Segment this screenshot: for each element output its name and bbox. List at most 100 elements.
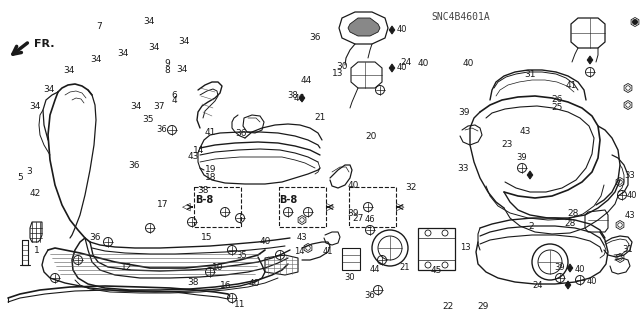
Text: 36: 36 — [157, 125, 168, 135]
Text: 24: 24 — [401, 58, 412, 67]
Text: 38: 38 — [287, 92, 298, 100]
Text: ▷: ▷ — [396, 202, 404, 212]
Text: 40: 40 — [260, 237, 271, 246]
Text: 34: 34 — [130, 102, 141, 111]
Text: 6: 6 — [172, 91, 177, 100]
Text: ▷: ▷ — [326, 202, 334, 212]
Text: 43: 43 — [297, 234, 307, 242]
Text: 40: 40 — [575, 265, 585, 275]
Text: 40: 40 — [587, 278, 597, 286]
Text: 34: 34 — [179, 37, 190, 46]
Text: 19: 19 — [205, 165, 217, 174]
Text: 36: 36 — [236, 129, 247, 138]
Text: 1: 1 — [35, 246, 40, 255]
Text: 25: 25 — [551, 103, 563, 112]
Text: 15: 15 — [201, 233, 212, 242]
Text: 35: 35 — [237, 250, 247, 259]
Text: 18: 18 — [205, 173, 217, 182]
Text: 40: 40 — [397, 63, 407, 72]
Text: 28: 28 — [567, 209, 579, 218]
Text: 33: 33 — [625, 170, 636, 180]
Text: 34: 34 — [148, 43, 159, 52]
Text: 14: 14 — [193, 146, 204, 155]
Text: 16: 16 — [220, 281, 231, 290]
Text: 40: 40 — [249, 279, 260, 288]
Text: 23: 23 — [501, 140, 513, 149]
Text: 42: 42 — [29, 189, 41, 198]
Text: 43: 43 — [188, 152, 199, 161]
Text: 35: 35 — [143, 115, 154, 124]
Text: B-8: B-8 — [279, 195, 297, 205]
Text: 20: 20 — [365, 132, 377, 141]
Text: 41: 41 — [204, 128, 216, 137]
Text: 34: 34 — [29, 102, 41, 111]
Polygon shape — [588, 56, 593, 64]
Text: 30: 30 — [337, 63, 348, 71]
Text: 34: 34 — [90, 56, 102, 64]
Text: B-8: B-8 — [195, 195, 213, 205]
Text: 46: 46 — [294, 94, 305, 103]
Text: 39: 39 — [458, 108, 470, 117]
Polygon shape — [527, 171, 532, 179]
Text: 8: 8 — [165, 66, 170, 75]
Text: 4: 4 — [172, 96, 177, 105]
Text: 40: 40 — [463, 59, 474, 68]
Text: 5: 5 — [18, 173, 23, 182]
Text: 40: 40 — [397, 26, 407, 34]
Text: 39: 39 — [348, 209, 359, 218]
Polygon shape — [348, 18, 380, 36]
Text: 38: 38 — [198, 186, 209, 195]
Text: 17: 17 — [157, 200, 169, 209]
Polygon shape — [389, 64, 395, 72]
Text: 34: 34 — [143, 17, 154, 26]
Text: 27: 27 — [353, 214, 364, 223]
Text: 3: 3 — [26, 167, 31, 176]
Text: 41: 41 — [323, 248, 333, 256]
Text: 43: 43 — [625, 211, 636, 219]
Text: 39: 39 — [555, 263, 565, 272]
Text: 29: 29 — [477, 302, 489, 311]
Text: 36: 36 — [89, 233, 100, 242]
Text: 9: 9 — [165, 59, 170, 68]
Text: 22: 22 — [442, 302, 454, 311]
Text: 36: 36 — [365, 291, 376, 300]
Text: 43: 43 — [519, 127, 531, 136]
Text: 28: 28 — [564, 219, 575, 228]
Text: 7: 7 — [97, 22, 102, 31]
Text: 44: 44 — [370, 265, 380, 275]
Text: 31: 31 — [623, 246, 634, 255]
Text: 13: 13 — [460, 243, 470, 253]
Text: 38: 38 — [188, 278, 199, 287]
Text: 33: 33 — [458, 164, 469, 173]
Text: 39: 39 — [516, 153, 527, 162]
Text: 34: 34 — [63, 66, 75, 75]
Text: 46: 46 — [365, 216, 375, 225]
Text: 36: 36 — [129, 161, 140, 170]
Polygon shape — [567, 264, 573, 272]
Text: 40: 40 — [348, 181, 359, 190]
Text: ◁: ◁ — [182, 202, 190, 212]
Text: 45: 45 — [431, 266, 442, 275]
Text: 36: 36 — [309, 33, 321, 42]
Text: 37: 37 — [153, 102, 164, 111]
Polygon shape — [565, 281, 571, 289]
Text: 30: 30 — [345, 273, 355, 283]
Polygon shape — [300, 94, 305, 102]
Text: 14: 14 — [294, 248, 304, 256]
Text: 40: 40 — [418, 59, 429, 68]
Text: 21: 21 — [314, 113, 326, 122]
Polygon shape — [389, 26, 395, 34]
Text: 34: 34 — [117, 49, 129, 58]
Text: 2: 2 — [529, 222, 534, 231]
Text: 24: 24 — [532, 280, 543, 290]
Text: 34: 34 — [44, 85, 55, 94]
Text: 44: 44 — [300, 76, 312, 85]
Text: 32: 32 — [405, 183, 417, 192]
Text: 40: 40 — [627, 190, 637, 199]
Text: 41: 41 — [565, 81, 577, 90]
Text: 34: 34 — [177, 65, 188, 74]
Text: 31: 31 — [524, 70, 536, 79]
Text: 11: 11 — [234, 300, 246, 309]
Text: 12: 12 — [121, 263, 132, 272]
Text: 21: 21 — [400, 263, 410, 272]
